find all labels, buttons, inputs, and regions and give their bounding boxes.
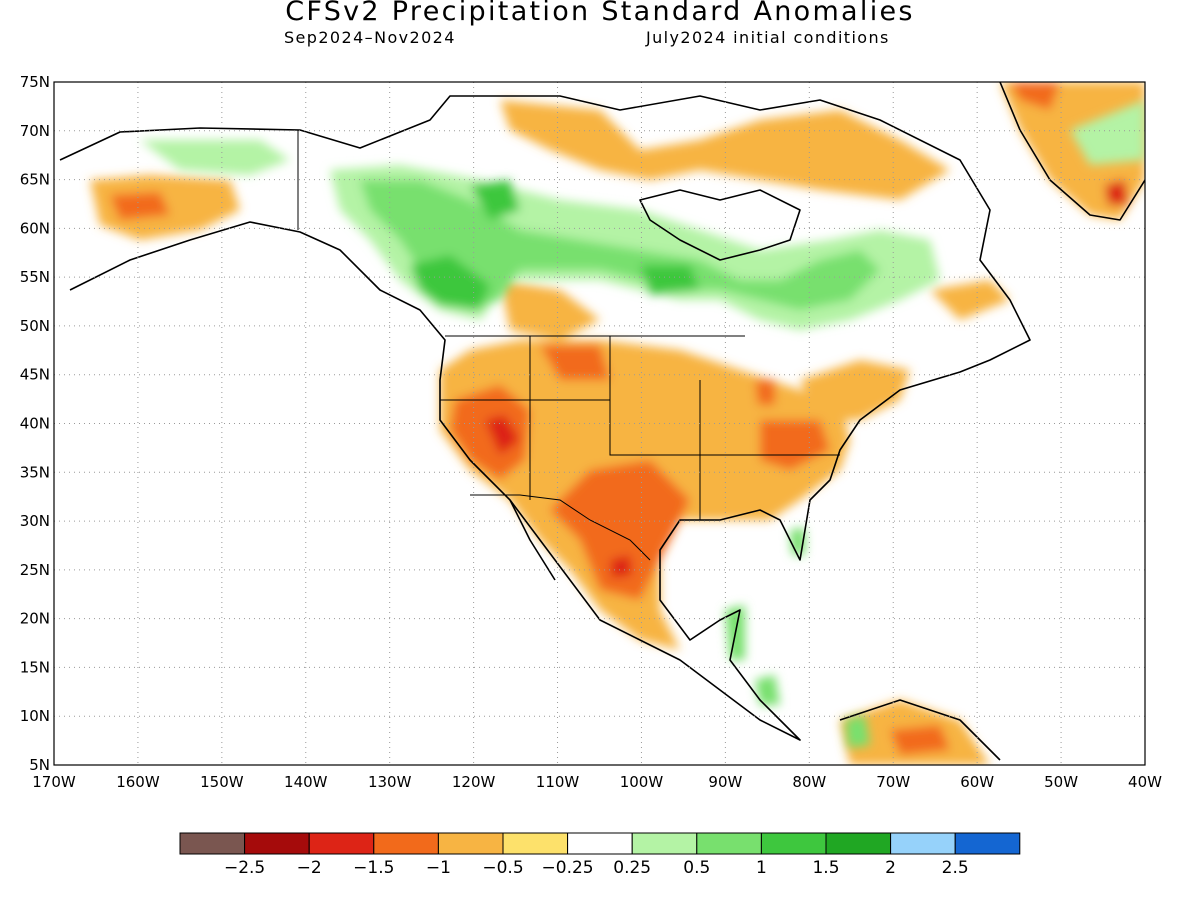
northern-plains-strong-dry [540, 345, 610, 380]
nwt-strong-wet [470, 180, 520, 220]
south-america-strong-dry [890, 725, 950, 755]
colombia-wet [845, 715, 870, 748]
graticule [54, 82, 1145, 765]
longitude-label: 90W [708, 773, 742, 791]
colorbar-swatch [825, 832, 892, 855]
latitude-label: 50N [20, 317, 50, 335]
longitude-label: 40W [1128, 773, 1162, 791]
longitude-label: 160W [116, 773, 160, 791]
latitude-label: 40N [20, 415, 50, 433]
colorbar-label: 1.5 [812, 858, 839, 878]
labrador-dry-region [930, 280, 1010, 320]
latitude-label: 65N [20, 171, 50, 189]
colorbar-swatch [567, 832, 633, 855]
colorbar-label: 0.5 [683, 858, 710, 878]
northeast-dry-region [800, 360, 910, 420]
colorbar-label: −1 [426, 858, 451, 878]
longitude-labels: 170W 160W 150W 140W 130W 120W 110W 100W 90W 80W 70… [32, 773, 1162, 791]
greenland-very-dry [1105, 180, 1128, 205]
colorbar-swatch [631, 832, 698, 855]
colorbar-swatch [308, 832, 375, 855]
colorbar-swatch [373, 832, 439, 855]
central-america-wet-2 [755, 675, 780, 705]
colorbar-swatch [179, 832, 246, 855]
colorbar-swatch [954, 832, 1021, 855]
colorbar-swatch [437, 832, 504, 855]
longitude-label: 110W [536, 773, 580, 791]
greenland-wet-region [1070, 100, 1145, 165]
texas-strong-dry [550, 460, 690, 600]
great-lakes-strong-dry [755, 380, 775, 405]
dry-anomalies [90, 82, 1145, 765]
initial-conditions-label: July2024 initial conditions [646, 28, 890, 47]
latitude-label: 25N [20, 561, 50, 579]
colorbar-swatch [502, 832, 569, 855]
latitude-label: 5N [29, 756, 50, 774]
mexico-very-dry [610, 555, 632, 578]
southwest-strong-dry [450, 385, 530, 480]
colorbar-label: −0.25 [542, 858, 594, 878]
greenland-strong-dry [1010, 82, 1060, 110]
map-title: CFSv2 Precipitation Standard Anomalies [285, 0, 915, 27]
longitude-label: 70W [876, 773, 910, 791]
latitude-label: 20N [20, 610, 50, 628]
longitude-label: 130W [368, 773, 412, 791]
colorbar-swatch [890, 832, 956, 855]
colorbar-label: 2.5 [942, 858, 969, 878]
colorbar-label: −1.5 [353, 858, 394, 878]
longitude-label: 50W [1044, 773, 1078, 791]
latitude-label: 60N [20, 219, 50, 237]
colorbar-swatch [244, 832, 310, 855]
arctic-dry-region [500, 100, 950, 200]
prairie-dry-region [500, 280, 600, 340]
latitude-label: 15N [20, 658, 50, 676]
anomaly-field [59, 82, 1145, 765]
longitude-label: 150W [200, 773, 244, 791]
bc-strong-wet [410, 255, 490, 310]
colorbar-labels: −2.5 −2 −1.5 −1 −0.5 −0.25 0.25 0.5 1 1.5 2 2.5 [224, 858, 969, 878]
longitude-label: 60W [960, 773, 994, 791]
alaska-strong-dry [110, 192, 170, 220]
latitude-labels: 75N 70N 65N 60N 55N 50N 45N 40N 35N 30N 25N 20N 15N 1… [20, 73, 50, 774]
colorbar-label: 2 [885, 858, 896, 878]
colorbar-label: 0.25 [613, 858, 651, 878]
map-frame [53, 81, 1146, 766]
colorbar-swatch [696, 832, 762, 855]
latitude-label: 45N [20, 366, 50, 384]
colorbar-label: −0.5 [482, 858, 523, 878]
latitude-label: 35N [20, 463, 50, 481]
season-label: Sep2024–Nov2024 [284, 28, 456, 47]
southeast-strong-dry [760, 420, 830, 470]
colorbar-label: 1 [756, 858, 767, 878]
latitude-label: 30N [20, 512, 50, 530]
longitude-label: 80W [792, 773, 826, 791]
coastlines [59, 82, 1145, 761]
longitude-label: 170W [32, 773, 76, 791]
longitude-label: 100W [620, 773, 664, 791]
colorbar-swatch [760, 832, 827, 855]
nevada-very-dry [485, 415, 520, 455]
colorbar-label: −2.5 [224, 858, 265, 878]
longitude-label: 140W [284, 773, 328, 791]
colorbar-label: −2 [297, 858, 322, 878]
latitude-label: 75N [20, 73, 50, 91]
colorbar [179, 832, 1021, 855]
longitude-label: 120W [452, 773, 496, 791]
latitude-label: 10N [20, 707, 50, 725]
latitude-label: 70N [20, 122, 50, 140]
alaska-wet-region [140, 140, 290, 175]
latitude-label: 55N [20, 268, 50, 286]
prairie-strong-wet [640, 265, 700, 295]
